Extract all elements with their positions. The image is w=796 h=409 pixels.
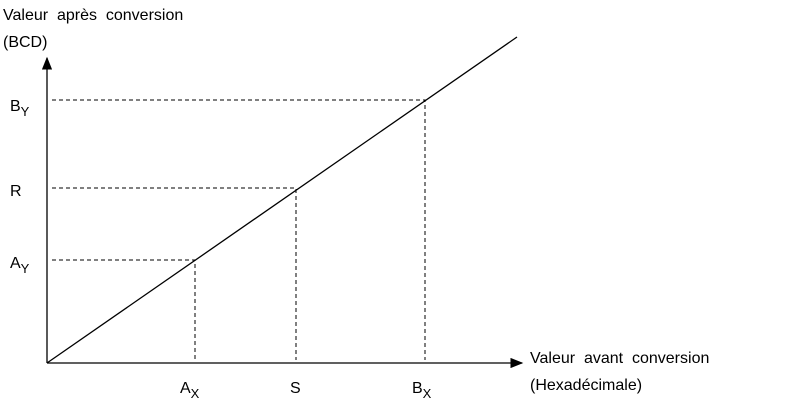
label-main: B <box>10 98 21 115</box>
label-main: A <box>180 380 191 397</box>
x-axis-title: Valeur avant conversion <box>530 350 709 367</box>
guide-a <box>52 259 196 360</box>
y-axis-title: Valeur après conversion <box>3 7 183 24</box>
label-sub: Y <box>21 104 30 119</box>
y-label: BY <box>10 98 30 119</box>
conversion-line <box>46 36 518 364</box>
y-label: AY <box>10 255 30 276</box>
label-main: S <box>290 380 301 397</box>
label-sub: X <box>423 386 432 401</box>
label-main: R <box>10 183 22 200</box>
x-axis-title: (Hexadécimale) <box>530 377 642 394</box>
guide-s <box>52 187 297 360</box>
y-label: R <box>10 183 22 200</box>
x-label: S <box>290 380 301 397</box>
y-axis-title: (BCD) <box>3 34 47 51</box>
label-main: A <box>10 255 21 272</box>
label-sub: Y <box>21 261 30 276</box>
x-label: AX <box>180 380 200 401</box>
x-label: BX <box>412 380 432 401</box>
label-sub: X <box>191 386 200 401</box>
label-main: B <box>412 380 423 397</box>
guide-b <box>52 99 426 360</box>
